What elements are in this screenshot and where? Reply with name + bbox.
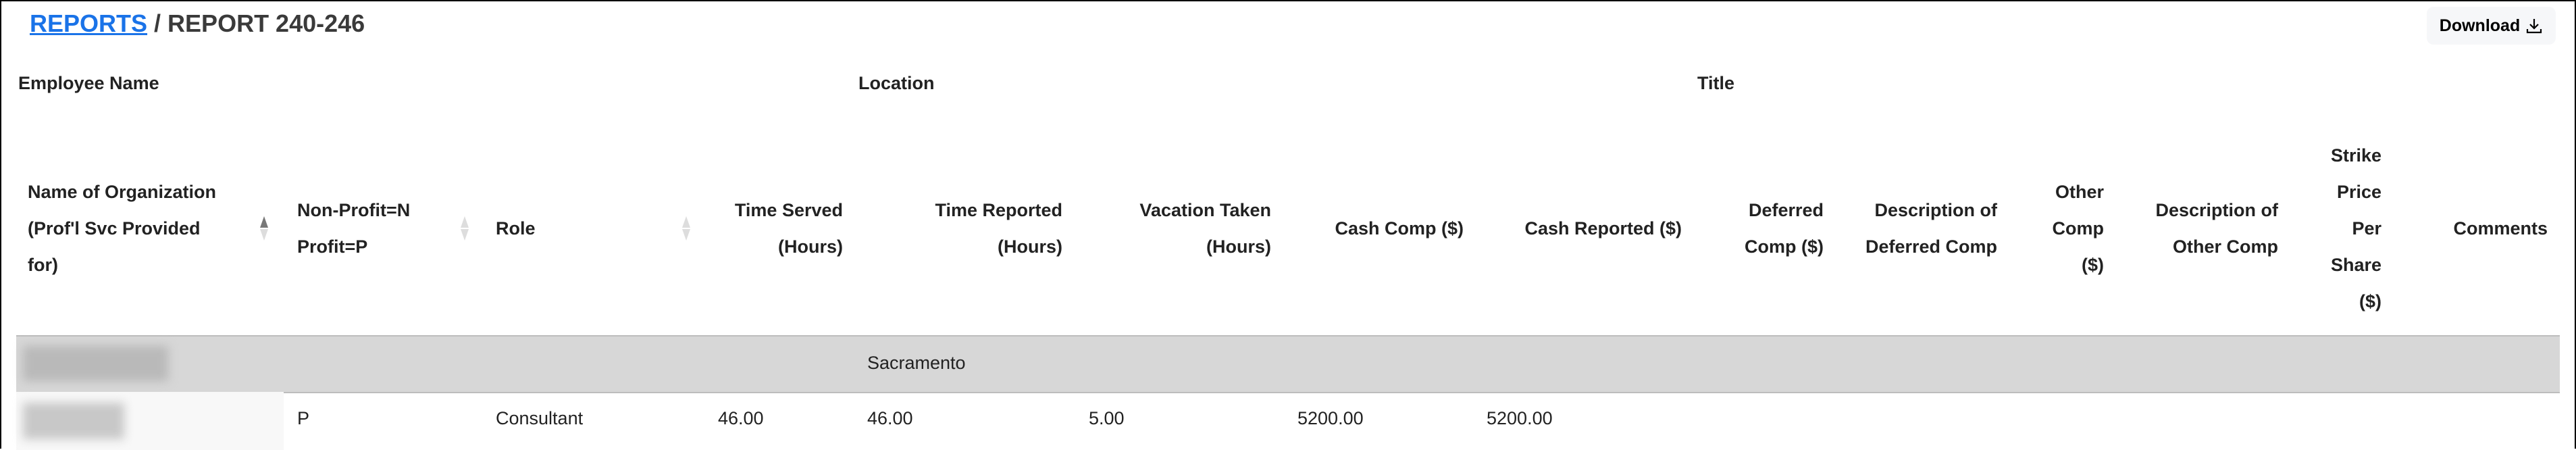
column-header-line: Description of xyxy=(2155,200,2278,220)
column-header-line: (Hours) xyxy=(778,236,843,257)
column-header-line: Cash Comp ($) xyxy=(1335,218,1464,239)
column-header-organization[interactable]: Name of Organization (Prof'l Svc Provided… xyxy=(28,174,216,283)
column-header-line: Other Comp xyxy=(2172,236,2278,257)
cell-profit: P xyxy=(297,408,310,428)
column-header-time-reported: Time Reported (Hours) xyxy=(935,192,1062,265)
column-header-line: Cash Reported ($) xyxy=(1524,218,1682,239)
column-header-line: Price xyxy=(2336,182,2381,202)
breadcrumb-current: REPORT 240-246 xyxy=(168,9,365,37)
column-header-line: (Hours) xyxy=(1206,236,1271,257)
column-header-deferred-comp-description: Description of Deferred Comp xyxy=(1865,192,1997,265)
group-header-employee-name: Employee Name xyxy=(18,73,159,93)
column-header-line: Name of Organization xyxy=(28,182,217,202)
column-header-deferred-comp: Deferred Comp ($) xyxy=(1745,192,1824,265)
column-header-line: Share xyxy=(2330,255,2381,275)
column-header-line: Time Served xyxy=(734,200,843,220)
column-header-profit[interactable]: Non-Profit=N Profit=P xyxy=(297,192,410,265)
cell-cash-comp: 5200.00 xyxy=(1297,408,1364,428)
cell-cash-reported: 5200.00 xyxy=(1487,408,1553,428)
column-header-line: Strike xyxy=(2330,145,2381,166)
column-header-line: Deferred xyxy=(1748,200,1824,220)
column-header-cash-reported: Cash Reported ($) xyxy=(1524,210,1682,247)
column-header-line: Description of xyxy=(1874,200,1997,220)
group-header-title: Title xyxy=(1697,73,1735,93)
column-header-line: ($) xyxy=(2359,291,2381,311)
sort-icon[interactable] xyxy=(460,216,469,241)
column-header-line: Non-Profit=N xyxy=(297,200,411,220)
column-header-comments: Comments xyxy=(2453,210,2548,247)
column-header-line: Profit=P xyxy=(297,236,368,257)
column-header-line: (Prof'l Svc Provided xyxy=(28,218,201,239)
group-location: Sacramento xyxy=(867,353,966,373)
column-header-line: Comp ($) xyxy=(1745,236,1824,257)
column-header-line: Deferred Comp xyxy=(1865,236,1997,257)
column-header-line: Comp xyxy=(2052,218,2105,239)
column-header-other-comp: Other Comp ($) xyxy=(2053,174,2105,283)
sort-icon[interactable] xyxy=(681,216,691,241)
column-header-role[interactable]: Role xyxy=(496,210,536,247)
column-header-line: Comments xyxy=(2453,218,2548,239)
column-header-line: Vacation Taken xyxy=(1139,200,1271,220)
download-icon xyxy=(2527,19,2542,34)
breadcrumb: REPORTS / REPORT 240-246 xyxy=(30,9,365,38)
download-label: Download xyxy=(2439,16,2521,35)
sort-ascending-icon[interactable] xyxy=(259,216,269,241)
download-button[interactable]: Download xyxy=(2427,7,2556,45)
column-header-line: for) xyxy=(28,255,58,275)
column-header-time-served: Time Served (Hours) xyxy=(735,192,843,265)
employee-name-redacted xyxy=(23,346,168,381)
breadcrumb-separator: / xyxy=(147,9,168,37)
breadcrumb-reports-link[interactable]: REPORTS xyxy=(30,9,148,37)
cell-time-served: 46.00 xyxy=(718,408,764,428)
column-header-cash-comp: Cash Comp ($) xyxy=(1335,210,1464,247)
column-header-line: (Hours) xyxy=(998,236,1062,257)
column-header-vacation-taken: Vacation Taken (Hours) xyxy=(1139,192,1271,265)
organization-name-redacted xyxy=(23,403,124,439)
column-header-line: Per xyxy=(2352,218,2381,239)
column-header-line: ($) xyxy=(2082,255,2104,275)
group-header-location: Location xyxy=(858,73,935,93)
cell-vacation: 5.00 xyxy=(1089,408,1125,428)
cell-time-reported: 46.00 xyxy=(867,408,913,428)
column-header-other-comp-description: Description of Other Comp xyxy=(2155,192,2278,265)
column-header-line: Time Reported xyxy=(935,200,1062,220)
group-row xyxy=(16,335,2560,393)
cell-role: Consultant xyxy=(496,408,584,428)
column-header-strike-price: Strike Price Per Share ($) xyxy=(2331,137,2381,320)
column-header-line: Role xyxy=(496,218,536,239)
column-header-line: Other xyxy=(2055,182,2104,202)
